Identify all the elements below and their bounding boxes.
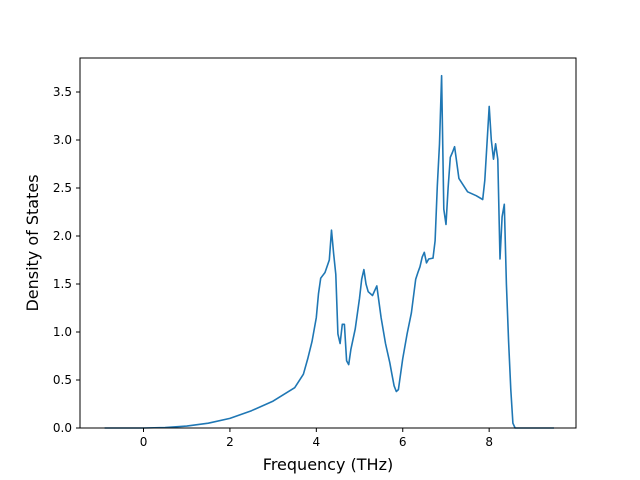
axes-frame [79,57,577,429]
y-tick-label: 1.5 [53,277,72,291]
y-axis: 0.0 0.5 1.0 1.5 2.0 2.5 3.0 3.5 [53,85,80,435]
plot-area [104,74,554,429]
x-axis: 0 2 4 6 8 [140,428,493,449]
x-axis-label: Frequency (THz) [263,455,393,474]
y-tick-label: 0.0 [53,421,72,435]
y-tick-label: 2.0 [53,229,72,243]
x-tick-label: 2 [226,435,234,449]
y-tick-label: 0.5 [53,373,72,387]
y-tick-label: 1.0 [53,325,72,339]
y-tick-label: 3.0 [53,133,72,147]
y-axis-label: Density of States [23,174,42,311]
y-tick-label: 2.5 [53,181,72,195]
x-tick-label: 6 [399,435,407,449]
x-tick-label: 0 [140,435,148,449]
x-tick-label: 4 [313,435,321,449]
x-tick-label: 8 [485,435,493,449]
y-tick-label: 3.5 [53,85,72,99]
dos-curve [104,74,554,429]
